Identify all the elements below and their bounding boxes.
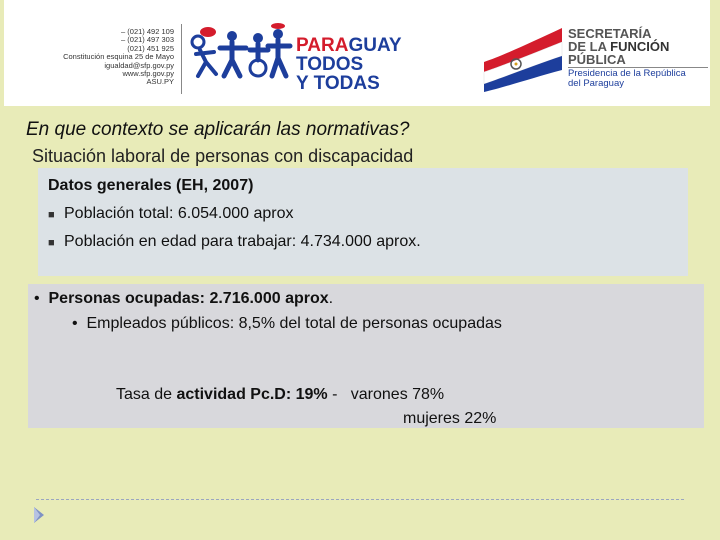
slide-title: En que contexto se aplicarán las normati…	[26, 119, 410, 140]
square-bullet-icon: ■	[48, 237, 55, 249]
sfp-line1: SECRETARÍA	[568, 26, 652, 41]
wordmark-para: PARA	[296, 35, 349, 56]
rate-bold: actividad Pc.D: 19%	[176, 386, 328, 403]
contact-line: Constitución esquina 25 de Mayo	[63, 52, 174, 62]
header-divider	[181, 24, 182, 94]
rate-men: varones 78%	[350, 386, 445, 403]
sfp-logo: SECRETARÍA DE LA FUNCIÓN PÚBLICA Preside…	[482, 22, 714, 92]
wordmark-y-todas: Y TODAS	[296, 73, 380, 94]
general-data-heading: Datos generales (EH, 2007)	[48, 177, 254, 194]
occupied-line: • Personas ocupadas: 2.716.000 aprox.	[34, 290, 333, 308]
sfp-line2-bold: FUNCIÓN	[610, 39, 670, 54]
paraguay-flag-icon	[483, 28, 563, 92]
square-bullet-icon: ■	[48, 209, 55, 221]
paraguay-todos-logo: PARAGUAY TODOS Y TODAS	[186, 22, 416, 93]
list-item-text: Población total: 6.054.000 aprox	[64, 205, 294, 222]
contact-line: – (021) 492 109	[121, 27, 174, 36]
slide-subtitle: Situación laboral de personas con discap…	[32, 146, 414, 166]
sfp-line5: del Paraguay	[568, 78, 624, 89]
list-item-text: Población en edad para trabajar: 4.734.0…	[64, 233, 421, 250]
rate-women: mujeres 22%	[403, 410, 497, 427]
list-item: ■ Población en edad para trabajar: 4.734.…	[48, 233, 421, 251]
list-item: ■ Población total: 6.054.000 aprox	[48, 205, 294, 223]
sfp-line4: Presidencia de la República	[568, 68, 686, 79]
employment-box: • Personas ocupadas: 2.716.000 aprox. • …	[28, 284, 704, 428]
contact-line[interactable]: igualdad@sfp.gov.py	[104, 60, 174, 70]
public-employees-line: • Empleados públicos: 8,5% del total de …	[72, 315, 502, 333]
occupied-label: Personas ocupadas: 2.716.000 aprox	[48, 290, 329, 307]
contact-line: (021) 451 925	[127, 43, 174, 53]
sfp-line2-plain: DE LA	[568, 39, 611, 54]
contact-line[interactable]: www.sfp.gov.py	[122, 69, 174, 79]
sfp-line2: DE LA FUNCIÓN	[568, 40, 669, 53]
activity-rate-line: Tasa de actividad Pc.D: 19% - varones 78…	[116, 386, 444, 404]
bullet-icon: •	[34, 290, 40, 307]
contact-info: – (021) 492 109 – (021) 497 303 (021) 45…	[26, 27, 174, 87]
people-figures-icon	[190, 23, 293, 79]
header-banner: – (021) 492 109 – (021) 497 303 (021) 45…	[4, 0, 710, 106]
play-arrow-icon	[34, 507, 44, 523]
contact-line: – (021) 497 303	[121, 35, 174, 45]
rate-plain: Tasa de	[116, 386, 177, 403]
wordmark-todos: TODOS	[296, 54, 364, 75]
sfp-divider	[568, 67, 708, 68]
occupied-suffix: .	[328, 290, 334, 307]
general-data-box: Datos generales (EH, 2007) ■ Población to…	[38, 168, 688, 276]
public-employees-text: Empleados públicos: 8,5% del total de pe…	[86, 315, 502, 332]
rate-sep: -	[327, 386, 351, 403]
campaign-wordmark: PARAGUAY TODOS Y TODAS	[296, 36, 402, 93]
contact-line: ASU.PY	[146, 77, 174, 87]
sfp-line3: PÚBLICA	[568, 52, 626, 67]
bullet-icon: •	[72, 315, 78, 332]
footer-divider	[36, 499, 684, 500]
wordmark-guay: GUAY	[348, 35, 402, 56]
